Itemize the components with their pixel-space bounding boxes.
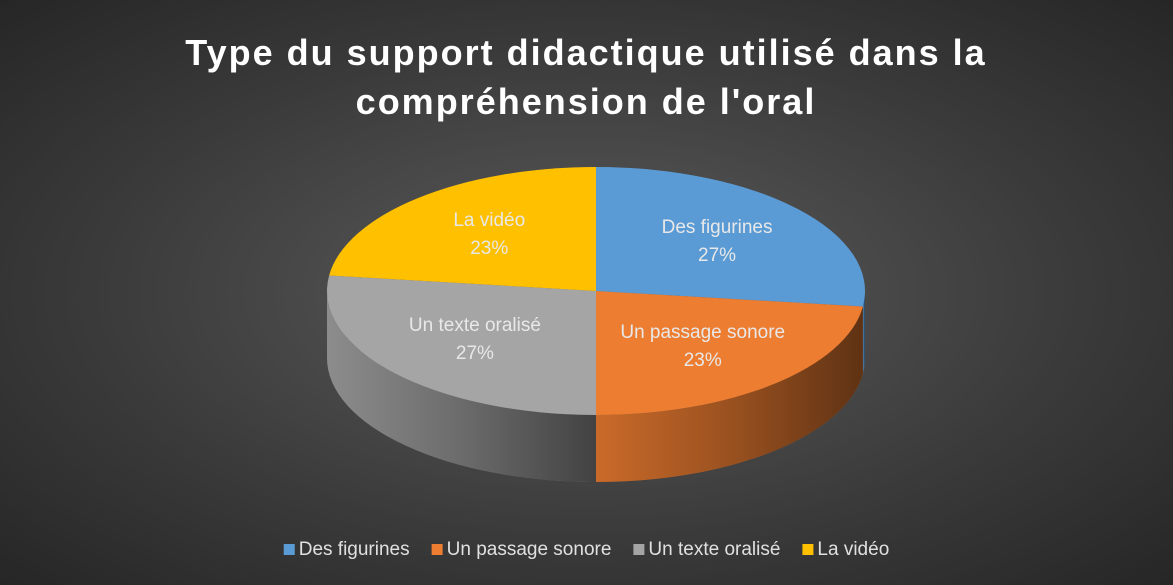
pie-slice	[326, 275, 596, 415]
data-label-category: Un texte oralisé	[409, 315, 541, 336]
legend-label: Un texte oralisé	[648, 539, 780, 560]
chart-title: Type du support didactique utilisé dans …	[185, 32, 987, 122]
legend-label: La vidéo	[817, 539, 889, 560]
pie-side-shade	[596, 306, 863, 482]
data-label-value: 23%	[684, 350, 722, 371]
pie-slice	[596, 291, 863, 415]
pie-side-shade	[327, 291, 596, 482]
legend-swatch	[802, 544, 814, 555]
data-label-category: La vidéo	[453, 210, 525, 231]
pie-slice	[329, 167, 596, 291]
data-label-category: Des figurines	[662, 217, 773, 238]
data-label-category: Un passage sonore	[620, 322, 785, 343]
legend-label: Des figurines	[299, 539, 410, 560]
data-label-value: 27%	[456, 343, 494, 364]
legend-swatch	[283, 544, 295, 555]
data-label-value: 27%	[698, 245, 736, 266]
data-label-value: 23%	[470, 238, 508, 259]
pie-slice	[596, 167, 865, 307]
legend-swatch	[633, 544, 645, 555]
pie-side-shade	[862, 291, 865, 374]
legend-label: Un passage sonore	[447, 539, 612, 560]
legend-swatch	[431, 544, 443, 555]
